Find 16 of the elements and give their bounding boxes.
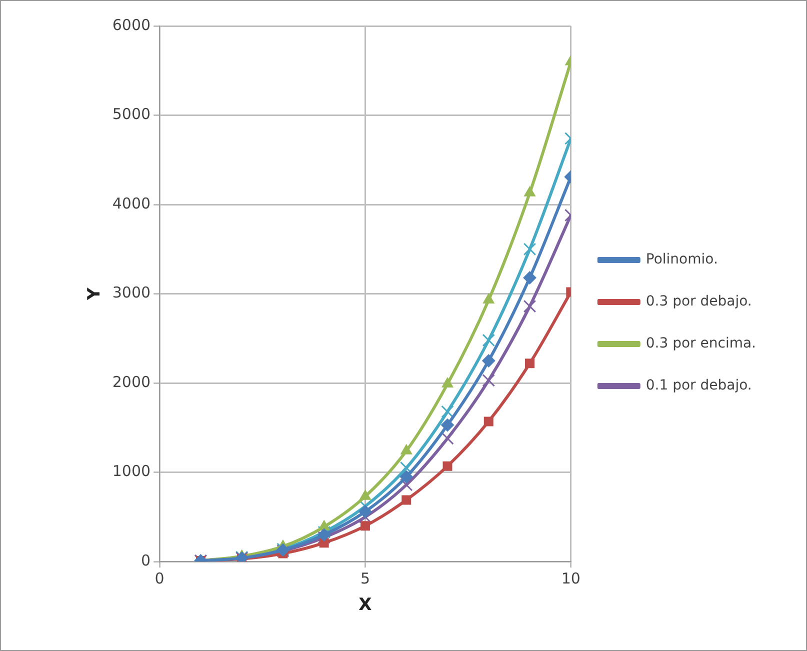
x-tick-label: 5 — [360, 569, 370, 588]
y-tick-label: 6000 — [112, 16, 151, 34]
x-tick-label: 0 — [154, 569, 164, 588]
y-tick-label: 3000 — [112, 284, 151, 302]
legend-label: Polinomio. — [646, 252, 718, 268]
legend-label: 0.3 por debajo. — [646, 294, 752, 310]
y-axis-title: Y — [84, 286, 105, 301]
y-tick-label: 2000 — [112, 372, 151, 391]
x-axis-title: X — [358, 595, 372, 616]
legend-label: 0.3 por encima. — [646, 336, 756, 352]
x-tick-label: 10 — [561, 569, 580, 588]
y-tick-label: 5000 — [112, 105, 151, 124]
y-tick-label: 0 — [141, 551, 151, 570]
legend-label: 0.1 por debajo. — [646, 378, 752, 394]
y-tick-label: 1000 — [112, 462, 151, 480]
y-tick-label: 4000 — [112, 194, 151, 212]
